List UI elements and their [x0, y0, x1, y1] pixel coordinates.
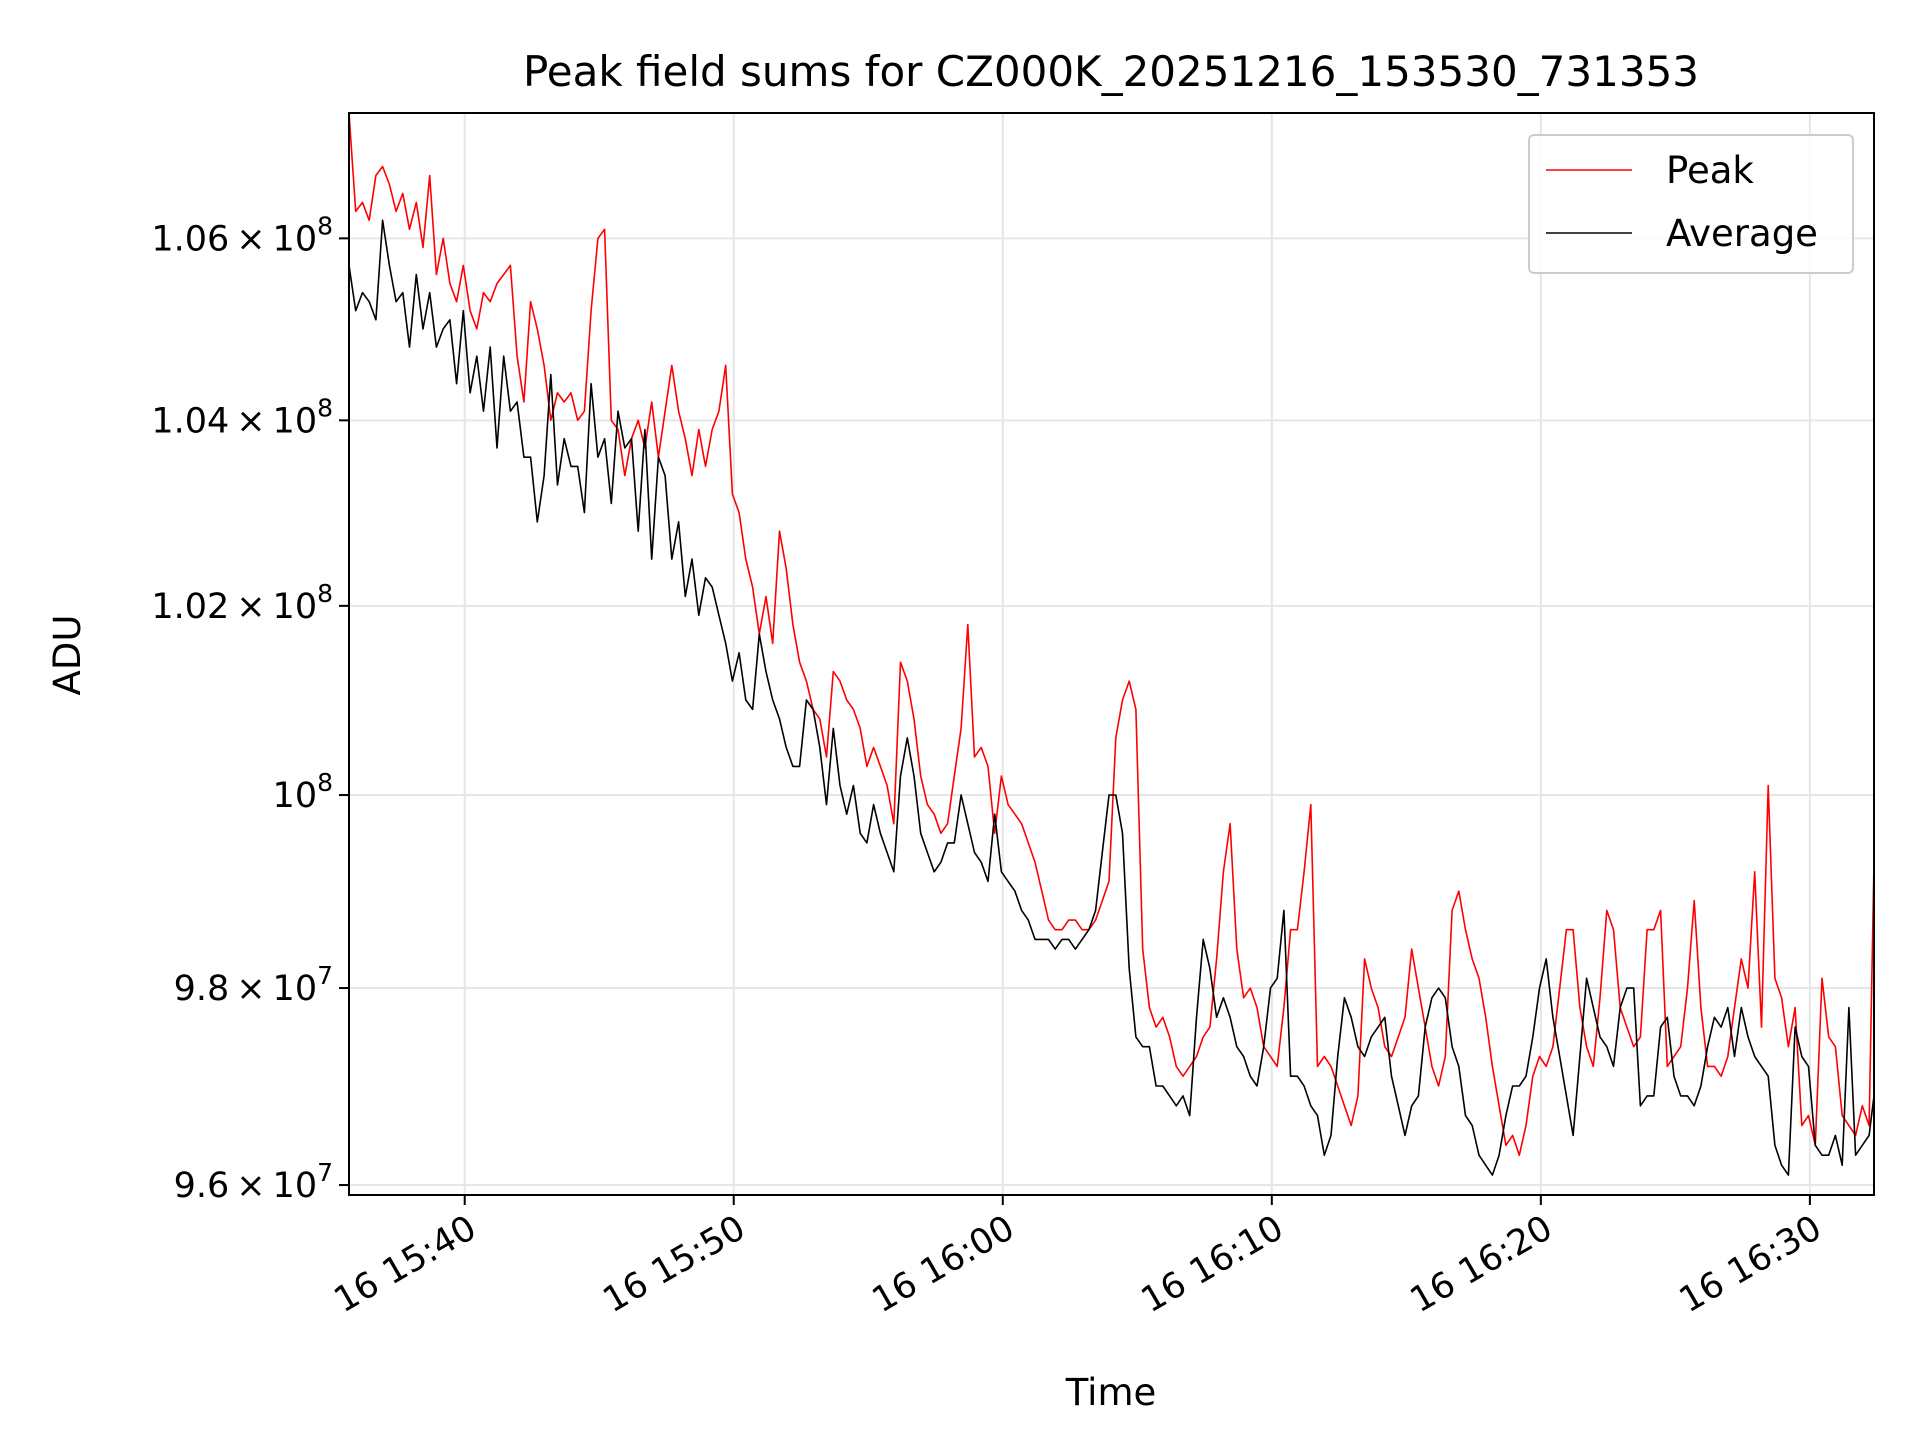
x-axis-label: Time [1065, 1371, 1157, 1414]
chart-title: Peak field sums for CZ000K_20251216_1535… [523, 47, 1699, 96]
y-tick-mantissa: 10 [273, 776, 318, 816]
y-tick-label: 1.06 × 108 [151, 211, 333, 259]
y-tick-exponent: 7 [317, 1158, 333, 1187]
y-tick-mantissa: 9.8 × 10 [174, 969, 318, 1009]
y-tick-exponent: 7 [317, 961, 333, 990]
y-tick-label: 108 [273, 768, 333, 816]
legend: Peak Average [1528, 134, 1854, 274]
y-tick-label: 1.02 × 108 [151, 579, 333, 627]
y-tick-mantissa: 1.02 × 10 [151, 587, 317, 627]
y-tick-exponent: 8 [317, 393, 333, 422]
legend-average-label: Average [1666, 212, 1818, 255]
y-tick-label: 1.04 × 108 [151, 393, 333, 441]
y-tick-mantissa: 1.06 × 10 [151, 219, 317, 259]
y-axis-label: ADU [46, 615, 89, 696]
y-tick-label: 9.6 × 107 [174, 1158, 333, 1206]
y-tick-exponent: 8 [317, 579, 333, 608]
plot-frame [348, 112, 1875, 1196]
y-tick-mantissa: 1.04 × 10 [151, 401, 317, 441]
y-tick-exponent: 8 [317, 211, 333, 240]
legend-peak-label: Peak [1666, 149, 1754, 192]
grid [349, 113, 1874, 1195]
y-tick-label: 9.8 × 107 [174, 961, 333, 1009]
y-tick-exponent: 8 [317, 768, 333, 797]
y-tick-mantissa: 9.6 × 10 [174, 1166, 318, 1206]
